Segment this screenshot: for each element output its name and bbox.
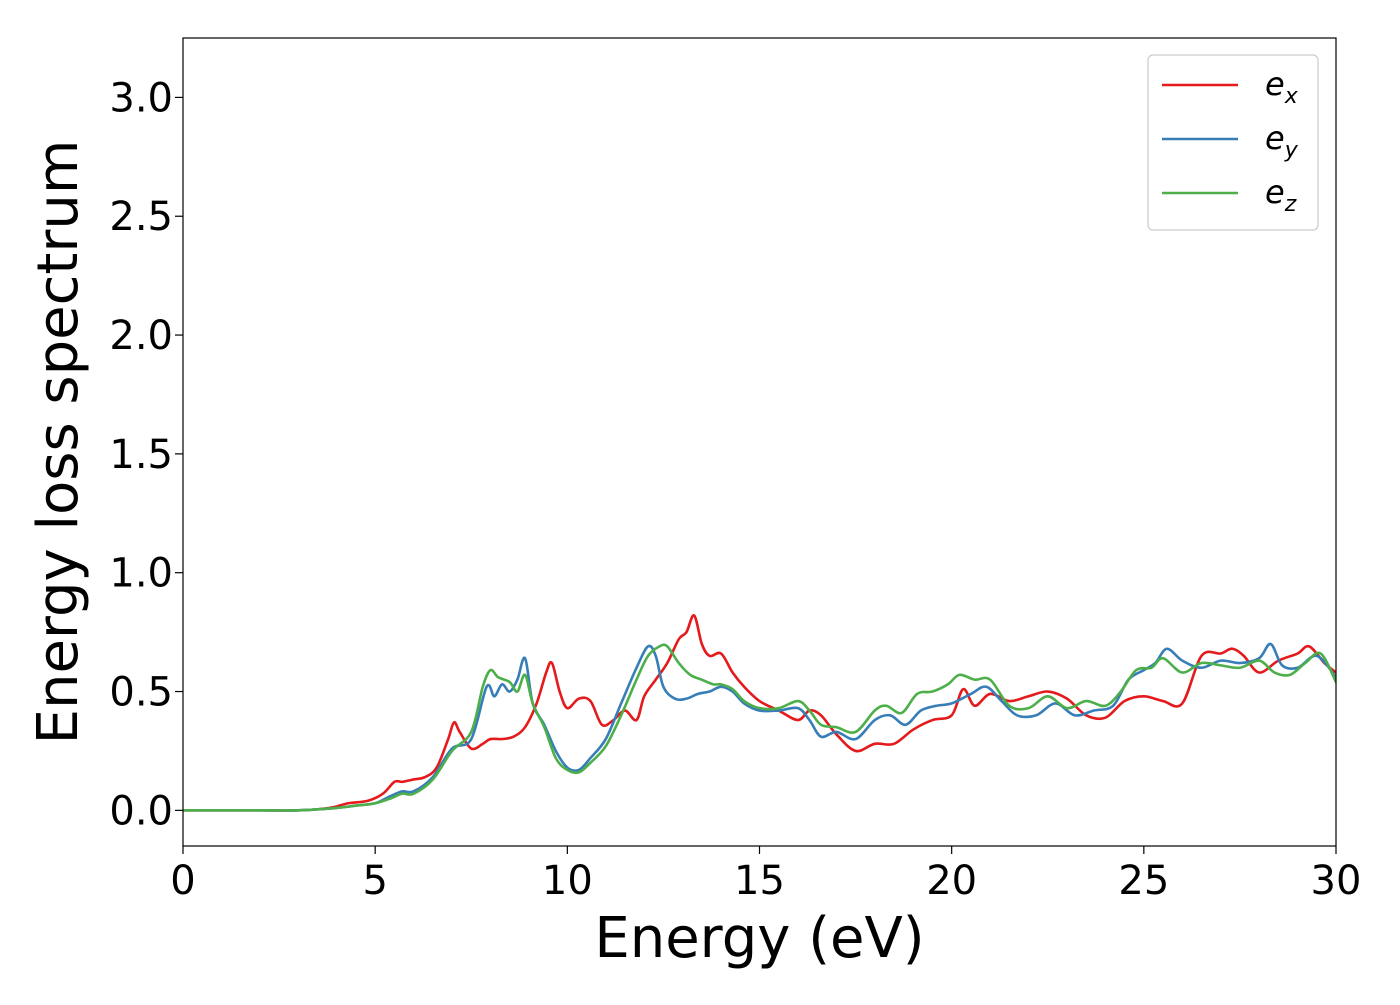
legend-label-z: ez [1265,173,1297,217]
x-tick-label: 15 [734,858,785,904]
y-tick-label: 2.0 [109,313,173,359]
y-axis-ticks: 0.0 0.5 1.0 1.5 2.0 2.5 3.0 [109,75,183,834]
x-axis-title: Energy (eV) [594,906,924,971]
y-tick-label: 1.0 [109,551,173,597]
x-tick-label: 5 [362,858,387,904]
series-layer [183,614,1336,812]
legend: ex ey ez [1147,54,1319,231]
legend-label-y: ey [1265,119,1299,163]
x-tick-label: 10 [542,858,593,904]
x-axis-ticks: 0 5 10 15 20 25 30 [170,846,1361,904]
x-tick-label: 25 [1118,858,1169,904]
y-axis-title: Energy loss spectrum [26,140,91,745]
y-tick-label: 3.0 [109,75,173,121]
legend-label-x: ex [1265,65,1299,109]
x-tick-label: 20 [926,858,977,904]
series-line-z [183,643,1336,812]
y-tick-label: 1.5 [109,432,173,478]
x-tick-label: 30 [1311,858,1362,904]
series-line-y [183,642,1336,812]
y-tick-label: 2.5 [109,194,173,240]
legend-frame [1147,54,1319,231]
x-tick-label: 0 [170,858,195,904]
y-tick-label: 0.0 [109,788,173,834]
y-tick-label: 0.5 [109,670,173,716]
series-line-x [183,614,1336,812]
